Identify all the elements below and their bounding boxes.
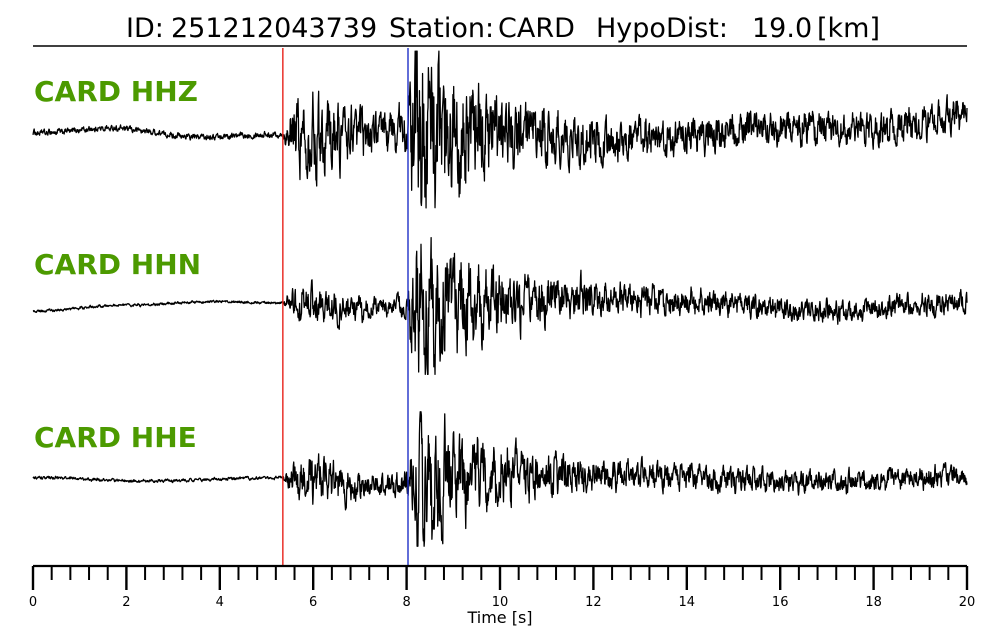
title-hypodist-unit: [km] (817, 13, 880, 44)
time-axis: 0 2 4 6 8 10 12 14 16 18 20 (29, 564, 976, 610)
trace-labels-group: CARD HHZ CARD HHN CARD HHE (34, 75, 201, 454)
title-id-value: 251212043739 (171, 13, 377, 44)
time-axis-tick-label: 10 (492, 595, 509, 610)
time-axis-tick-label: 4 (216, 595, 224, 610)
x-axis-label: Time [s] (466, 608, 532, 627)
trace-card-hhe (32, 411, 968, 547)
trace-label-card-hhz: CARD HHZ (34, 75, 198, 108)
time-axis-tick-label: 18 (865, 595, 882, 610)
title-station-label: Station: (389, 13, 494, 44)
time-axis-tick-label: 20 (959, 595, 976, 610)
trace-card-hhz (32, 50, 968, 209)
trace-label-card-hhe: CARD HHE (34, 421, 197, 454)
figure-title: ID: 251212043739 Station: CARD HypoDist:… (126, 13, 880, 44)
time-axis-tick-label: 0 (29, 595, 37, 610)
title-hypodist-label: HypoDist: (596, 13, 728, 44)
time-axis-tick-label: 12 (585, 595, 602, 610)
time-axis-tick-label: 6 (309, 595, 317, 610)
title-hypodist-value: 19.0 (752, 13, 812, 44)
time-axis-tick-label: 14 (679, 595, 696, 610)
title-id-label: ID: (126, 13, 164, 44)
phase-picks-group (282, 48, 409, 566)
title-station-value: CARD (498, 13, 575, 44)
trace-label-card-hhn: CARD HHN (34, 248, 201, 281)
trace-card-hhn (32, 236, 968, 376)
time-axis-tick-label: 8 (402, 595, 410, 610)
time-axis-tick-label: 2 (122, 595, 130, 610)
traces-group (32, 50, 968, 547)
time-axis-tick-label: 16 (772, 595, 789, 610)
